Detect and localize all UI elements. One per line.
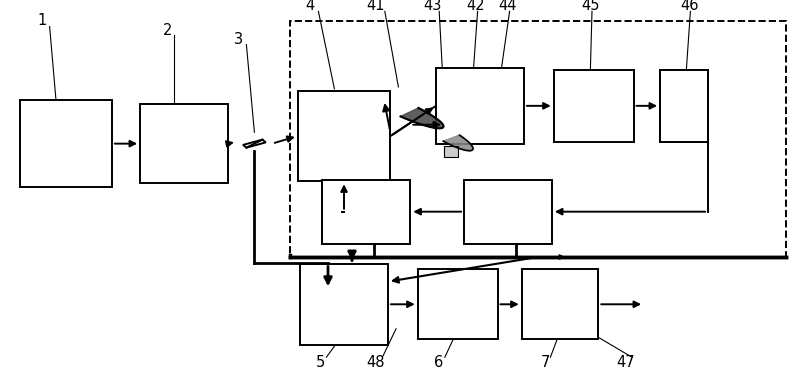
Bar [522,269,598,339]
Bar [660,70,708,142]
Text: 45: 45 [581,0,600,13]
Text: 5: 5 [315,355,325,370]
Text: 43: 43 [423,0,441,13]
Bar [436,68,524,144]
Bar [300,264,388,345]
Text: 48: 48 [366,355,386,370]
Text: 1: 1 [37,13,46,28]
Bar [290,21,786,257]
Bar [19,100,112,187]
Bar [298,91,390,181]
Text: 7: 7 [541,355,550,370]
Bar [418,269,498,339]
Text: 4: 4 [306,0,315,13]
Bar [554,70,634,142]
Text: 42: 42 [466,0,486,13]
Text: 47: 47 [616,355,635,370]
Text: 44: 44 [498,0,518,13]
Bar [322,180,410,244]
Polygon shape [401,108,443,128]
Polygon shape [243,139,266,148]
Bar [660,70,708,142]
Text: 3: 3 [234,32,243,47]
Text: 6: 6 [434,355,443,370]
Text: 46: 46 [680,0,699,13]
Text: 2: 2 [163,23,173,38]
Polygon shape [443,135,473,151]
Text: 41: 41 [366,0,386,13]
Bar [444,146,458,157]
Bar [464,180,552,244]
Bar [140,104,228,183]
